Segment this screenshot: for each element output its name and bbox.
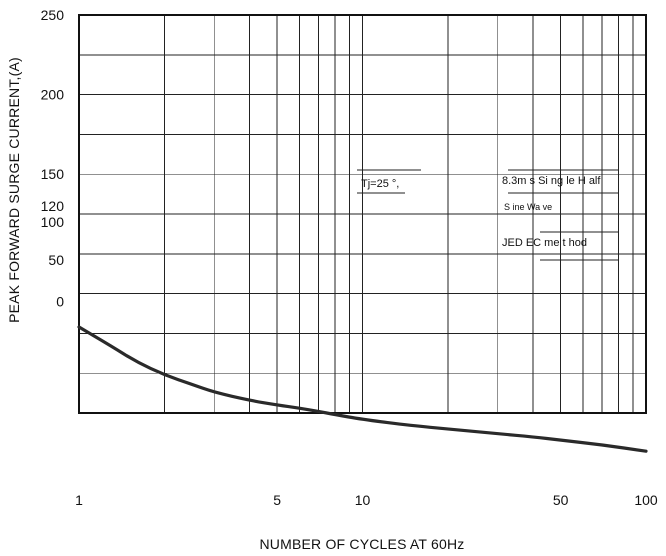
y-axis-title: PEAK FORWARD SURGE CURRENT,(A)	[6, 57, 22, 323]
x-tick-label-4: 100	[634, 492, 658, 508]
y-tick-label-4: 100	[41, 214, 65, 230]
y-tick-label-5: 50	[48, 252, 64, 268]
y-tick-label-6: 0	[56, 294, 64, 310]
x-tick-label-3: 50	[553, 492, 569, 508]
annotation-sine-text: S ine Wa ve	[504, 202, 552, 212]
annotation-tj: Tj=25 °,	[357, 169, 421, 194]
annotation-conditions: 8.3m s Si ng le H alf S ine Wa ve JED EC…	[502, 169, 619, 261]
x-axis-title: NUMBER OF CYCLES AT 60Hz	[260, 536, 465, 552]
series-line	[77, 325, 648, 453]
x-axis-tick-labels: 1 5 10 50 100	[75, 492, 658, 508]
annotation-method-text: JED EC me t hod	[502, 237, 587, 249]
plot-frame	[78, 14, 647, 414]
x-tick-label-2: 10	[355, 492, 371, 508]
x-tick-label-0: 1	[75, 492, 83, 508]
y-tick-label-0: 250	[41, 7, 65, 23]
annotation-tj-text: Tj=25 °,	[361, 178, 399, 190]
annotation-waveform-text: 8.3m s Si ng le H alf	[502, 175, 601, 187]
y-tick-label-3: 120	[41, 198, 65, 214]
x-tick-label-1: 5	[273, 492, 281, 508]
y-tick-label-2: 150	[41, 166, 65, 182]
y-tick-label-1: 200	[41, 87, 65, 103]
grid	[78, 14, 647, 414]
